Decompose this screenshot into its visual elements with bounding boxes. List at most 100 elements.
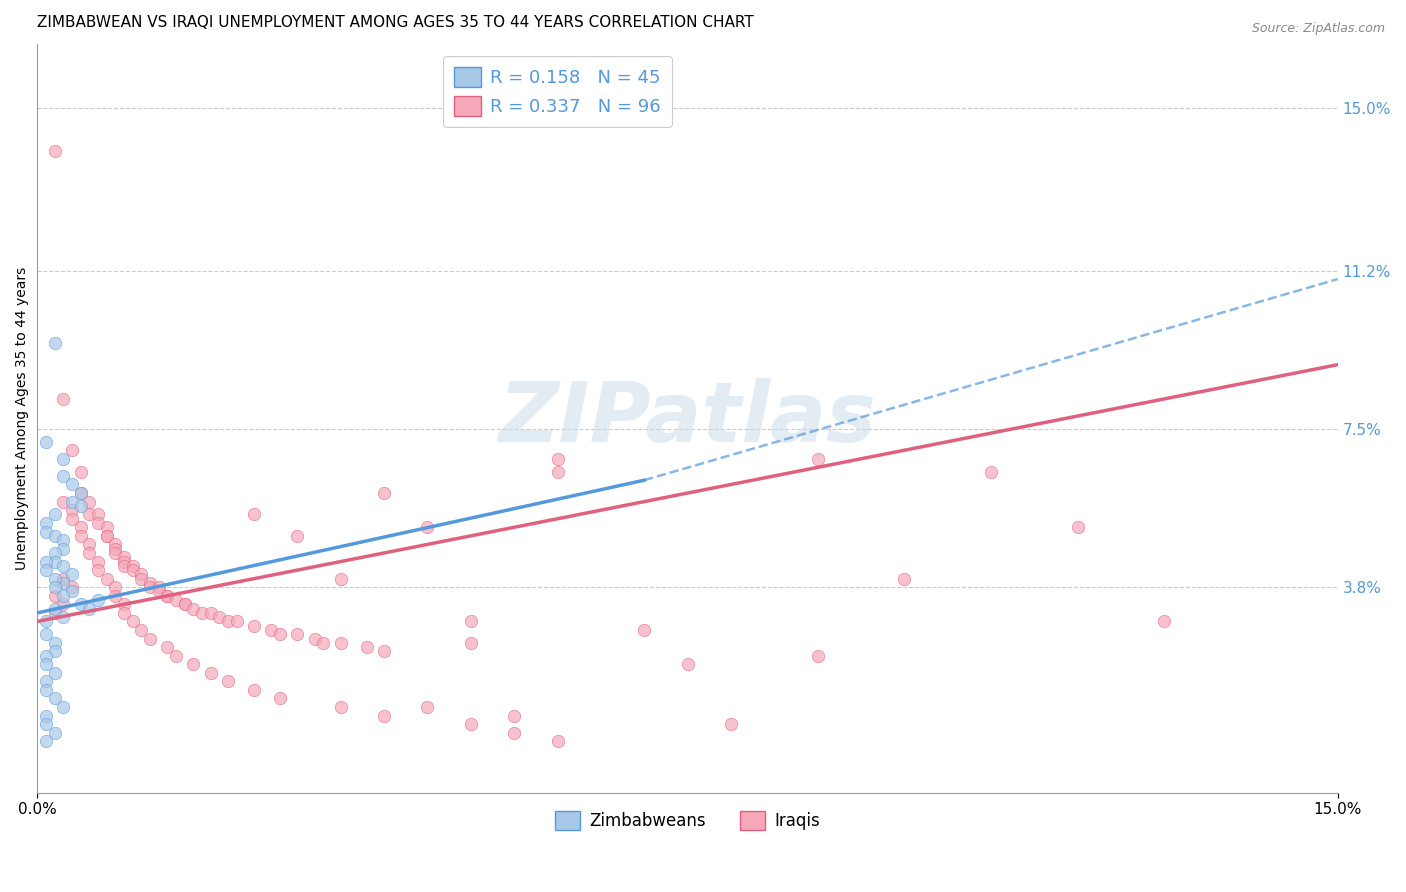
Point bbox=[208, 610, 231, 624]
Point bbox=[44, 546, 66, 560]
Point bbox=[44, 144, 66, 158]
Point bbox=[287, 529, 309, 543]
Point bbox=[460, 615, 482, 629]
Point bbox=[156, 589, 179, 603]
Point bbox=[547, 465, 569, 479]
Point bbox=[156, 640, 179, 654]
Point bbox=[131, 623, 153, 637]
Y-axis label: Unemployment Among Ages 35 to 44 years: Unemployment Among Ages 35 to 44 years bbox=[15, 267, 30, 570]
Point bbox=[200, 665, 222, 680]
Point bbox=[69, 529, 91, 543]
Point bbox=[52, 494, 75, 508]
Point bbox=[69, 520, 91, 534]
Point bbox=[121, 615, 143, 629]
Point bbox=[35, 524, 58, 539]
Point bbox=[200, 606, 222, 620]
Point bbox=[165, 593, 187, 607]
Point bbox=[547, 451, 569, 466]
Point bbox=[44, 665, 66, 680]
Point bbox=[131, 572, 153, 586]
Point bbox=[183, 657, 205, 672]
Point bbox=[79, 601, 101, 615]
Point bbox=[104, 541, 127, 556]
Point bbox=[104, 589, 127, 603]
Point bbox=[35, 717, 58, 731]
Point bbox=[79, 546, 101, 560]
Point bbox=[60, 512, 83, 526]
Point bbox=[35, 563, 58, 577]
Point bbox=[460, 717, 482, 731]
Point bbox=[35, 682, 58, 697]
Point bbox=[807, 451, 830, 466]
Legend: Zimbabweans, Iraqis: Zimbabweans, Iraqis bbox=[548, 805, 827, 837]
Point bbox=[79, 537, 101, 551]
Point bbox=[112, 598, 135, 612]
Point bbox=[148, 584, 170, 599]
Point bbox=[35, 674, 58, 689]
Point bbox=[96, 529, 118, 543]
Point bbox=[60, 503, 83, 517]
Point bbox=[35, 708, 58, 723]
Text: ZIPatlas: ZIPatlas bbox=[499, 377, 876, 458]
Point bbox=[373, 486, 395, 500]
Point bbox=[35, 734, 58, 748]
Point bbox=[139, 632, 162, 646]
Point bbox=[44, 725, 66, 739]
Point bbox=[35, 615, 58, 629]
Point bbox=[1153, 615, 1175, 629]
Point bbox=[35, 657, 58, 672]
Point bbox=[183, 601, 205, 615]
Point bbox=[96, 572, 118, 586]
Point bbox=[503, 708, 526, 723]
Point bbox=[44, 508, 66, 522]
Point bbox=[52, 392, 75, 406]
Point bbox=[44, 572, 66, 586]
Text: Source: ZipAtlas.com: Source: ZipAtlas.com bbox=[1251, 22, 1385, 36]
Point bbox=[69, 598, 91, 612]
Point bbox=[52, 610, 75, 624]
Point bbox=[156, 589, 179, 603]
Point bbox=[104, 580, 127, 594]
Point bbox=[165, 648, 187, 663]
Point bbox=[44, 580, 66, 594]
Point bbox=[676, 657, 699, 672]
Point bbox=[225, 615, 247, 629]
Point bbox=[131, 567, 153, 582]
Point bbox=[104, 537, 127, 551]
Point bbox=[35, 627, 58, 641]
Point bbox=[807, 648, 830, 663]
Point bbox=[980, 465, 1002, 479]
Point bbox=[96, 529, 118, 543]
Point bbox=[79, 508, 101, 522]
Point bbox=[87, 516, 110, 530]
Point bbox=[60, 443, 83, 458]
Point bbox=[44, 336, 66, 351]
Point bbox=[269, 627, 291, 641]
Point bbox=[312, 636, 335, 650]
Point bbox=[44, 606, 66, 620]
Point bbox=[52, 576, 75, 591]
Point bbox=[503, 725, 526, 739]
Point bbox=[44, 601, 66, 615]
Point bbox=[44, 529, 66, 543]
Point bbox=[52, 469, 75, 483]
Point bbox=[35, 555, 58, 569]
Point bbox=[633, 623, 655, 637]
Point bbox=[112, 555, 135, 569]
Point bbox=[720, 717, 742, 731]
Point bbox=[217, 674, 239, 689]
Point bbox=[87, 593, 110, 607]
Point bbox=[356, 640, 378, 654]
Point bbox=[112, 550, 135, 565]
Point bbox=[44, 589, 66, 603]
Point bbox=[60, 567, 83, 582]
Point bbox=[52, 451, 75, 466]
Point bbox=[60, 580, 83, 594]
Point bbox=[52, 541, 75, 556]
Point bbox=[173, 598, 195, 612]
Point bbox=[87, 555, 110, 569]
Point bbox=[69, 465, 91, 479]
Point bbox=[329, 636, 352, 650]
Point bbox=[44, 644, 66, 658]
Point bbox=[52, 598, 75, 612]
